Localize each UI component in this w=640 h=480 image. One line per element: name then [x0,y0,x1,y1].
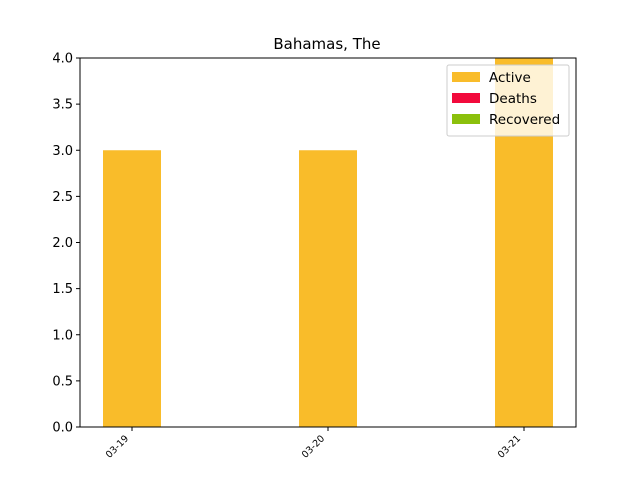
y-tick-label: 1.0 [52,328,73,343]
y-tick-label: 4.0 [52,52,73,67]
y-tick-label: 3.5 [52,98,73,113]
bar-active [103,150,161,427]
y-tick-label: 2.0 [52,236,73,251]
x-axis: 03-19 03-20 03-21 [104,427,525,461]
x-tick-label: 03-20 [300,433,327,460]
plot-frame [79,57,577,428]
legend-label-active: Active [489,70,531,86]
legend-label-deaths: Deaths [489,91,537,107]
chart-title: Bahamas, The [273,35,380,53]
legend-swatch-deaths [452,93,480,103]
y-tick-label: 0.0 [52,421,73,436]
x-tick-label: 03-21 [496,433,523,460]
legend: Active Deaths Recovered [446,64,570,137]
x-tick-label: 03-19 [104,433,131,460]
legend-swatch-recovered [452,114,480,124]
y-axis: 0.0 0.5 1.0 1.5 2.0 2.5 3.0 3.5 4.0 [52,52,80,436]
legend-swatch-active [452,72,480,82]
y-tick-label: 0.5 [52,374,73,389]
y-tick-label: 1.5 [52,282,73,297]
legend-label-recovered: Recovered [489,112,560,128]
bar-active [299,150,357,427]
y-tick-label: 3.0 [52,144,73,159]
y-tick-label: 2.5 [52,190,73,205]
